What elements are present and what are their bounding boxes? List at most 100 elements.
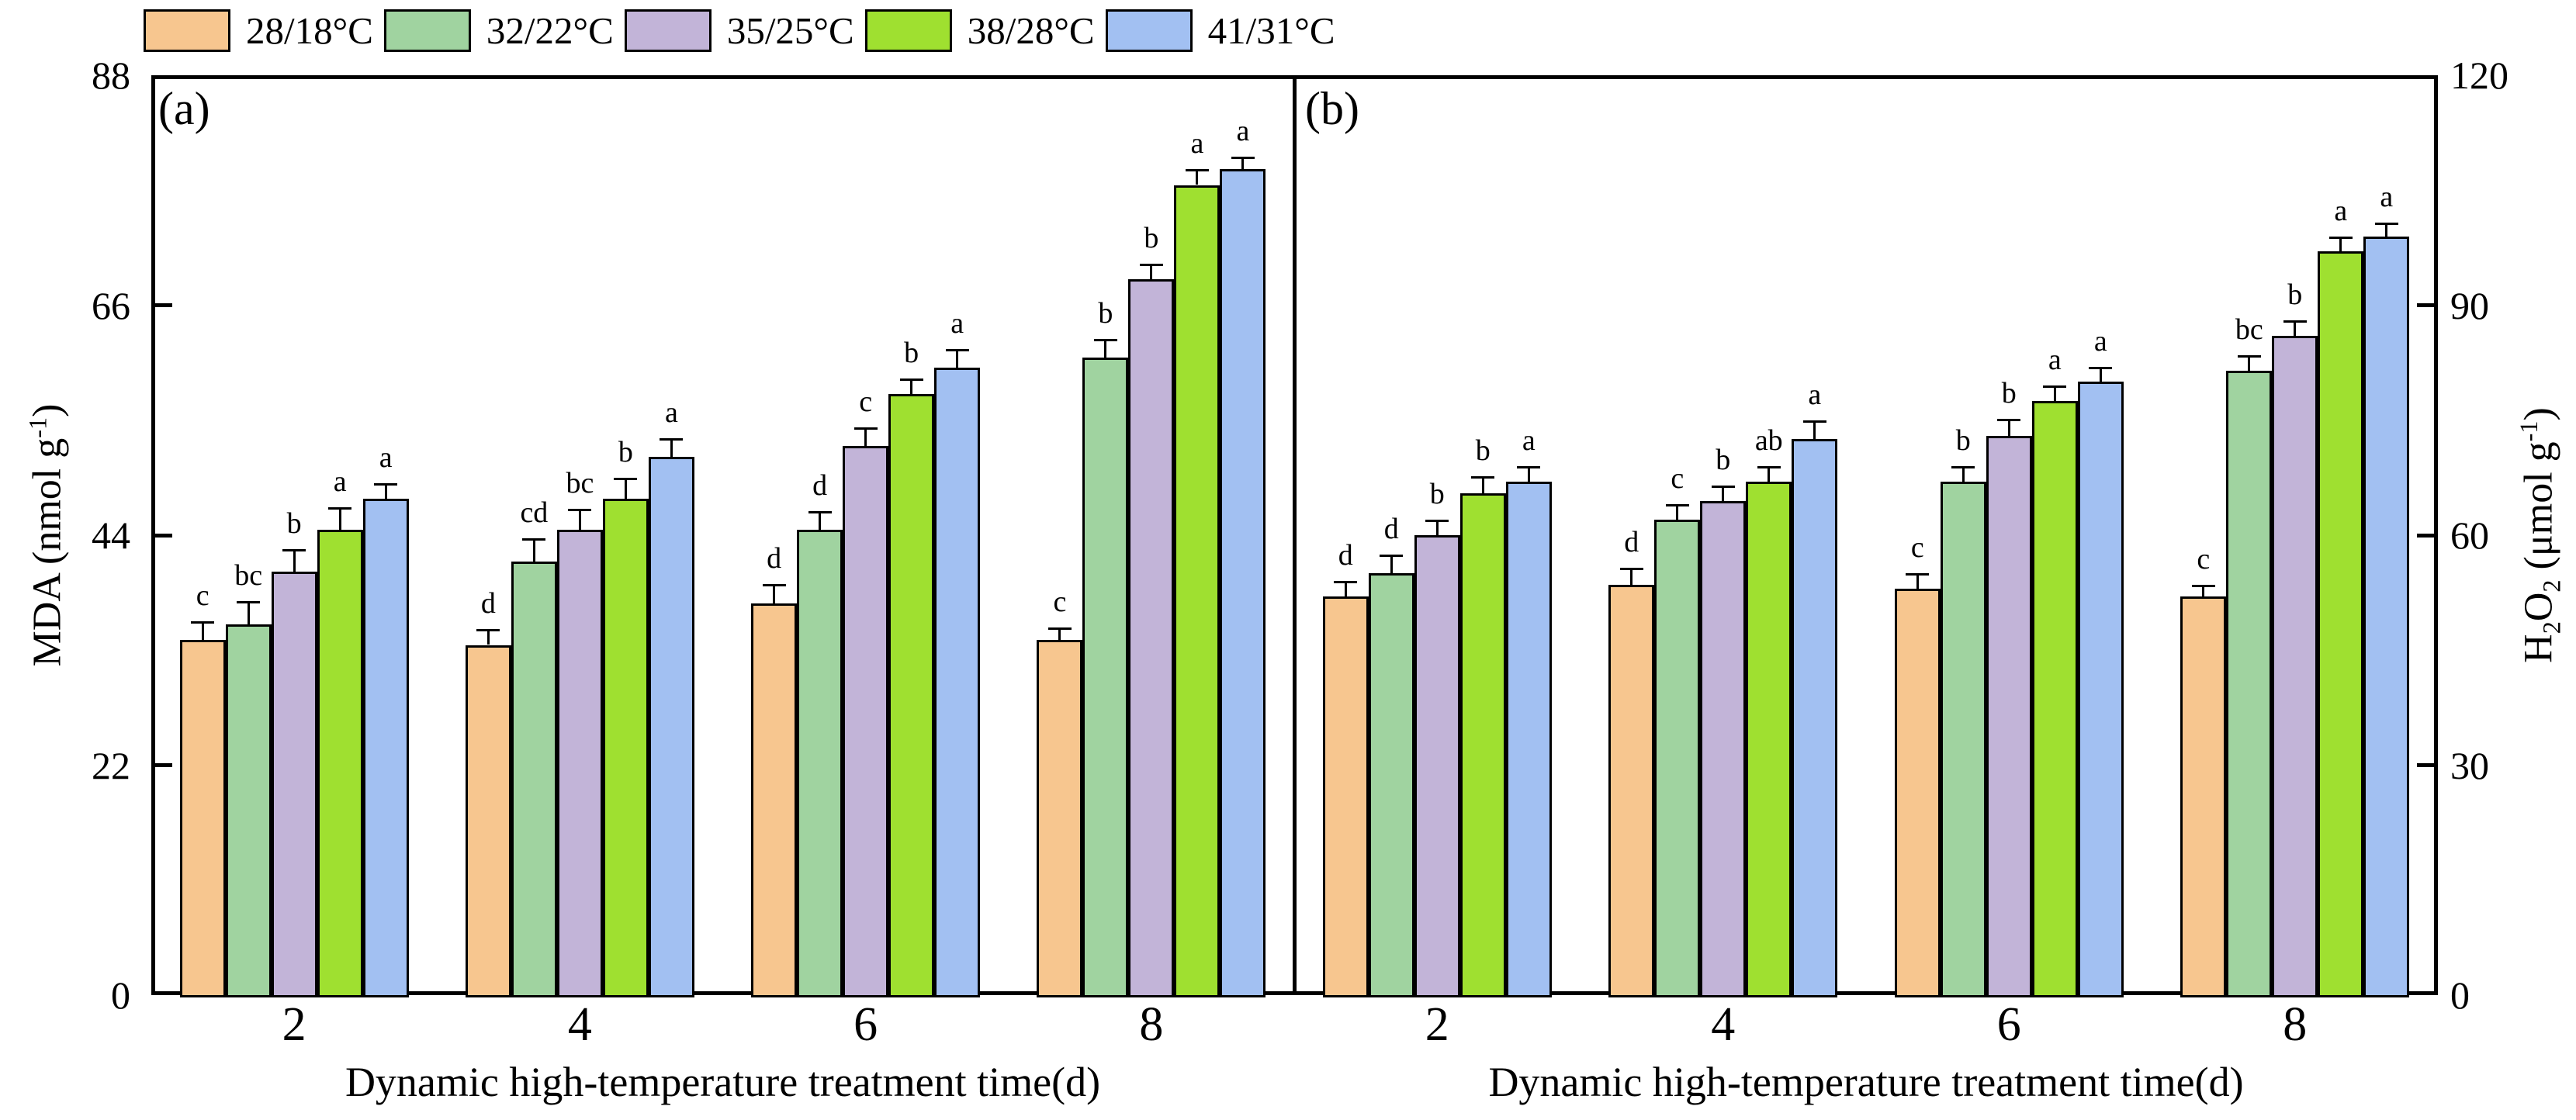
y-axis-title-h2o2-part: 2 — [2537, 579, 2566, 593]
sig-letter-b-6d-series4: a — [2093, 324, 2107, 358]
x-tick-label-b-6: 6 — [1996, 998, 2021, 1051]
error-cap-b-8d-series3 — [2328, 236, 2353, 239]
y-axis-title-h2o2-part: -1 — [2515, 420, 2543, 442]
x-axis-title-a: Dynamic high-temperature treatment time(… — [345, 1059, 1101, 1105]
error-cap-a-4d-series1 — [522, 538, 546, 541]
error-cap-a-6d-series0 — [762, 584, 786, 587]
error-bar-b-4d-series1 — [1676, 504, 1679, 520]
sig-letter-b-4d-series1: c — [1671, 462, 1684, 496]
legend-label-4: 41/31°C — [1207, 9, 1335, 52]
bar-a-8d-series3 — [1174, 185, 1220, 997]
y-tick-label-b-30: 30 — [2450, 743, 2489, 787]
error-bar-b-6d-series0 — [1916, 573, 1919, 589]
legend-label-3: 38/28°C — [967, 9, 1095, 52]
bar-b-6d-series4 — [2077, 382, 2124, 997]
error-cap-b-2d-series3 — [1471, 475, 1495, 479]
y-tick-label-b-60: 60 — [2450, 513, 2489, 557]
sig-letter-a-6d-series0: d — [767, 542, 782, 576]
error-cap-b-6d-series0 — [1906, 573, 1930, 576]
y-tick-label-a-88: 88 — [92, 54, 130, 97]
legend-item-3: 38/28°C — [864, 9, 1095, 52]
error-cap-b-4d-series1 — [1665, 504, 1689, 507]
error-cap-a-2d-series4 — [374, 482, 398, 486]
bar-a-4d-series0 — [465, 645, 511, 997]
error-bar-a-4d-series2 — [578, 509, 581, 531]
error-bar-b-2d-series0 — [1344, 581, 1347, 597]
error-cap-a-4d-series2 — [568, 509, 592, 512]
error-bar-a-4d-series1 — [532, 538, 535, 562]
error-bar-a-2d-series3 — [338, 506, 341, 531]
bar-a-6d-series1 — [797, 530, 843, 997]
panel-letter-b: (b) — [1305, 83, 1359, 134]
legend-swatch-1 — [383, 9, 471, 52]
error-bar-a-8d-series2 — [1150, 263, 1153, 279]
error-bar-a-2d-series1 — [247, 600, 250, 624]
error-bar-b-2d-series2 — [1435, 520, 1439, 535]
x-tick-label-a-2: 2 — [282, 998, 306, 1051]
legend-item-1: 32/22°C — [383, 9, 614, 52]
bar-a-8d-series4 — [1220, 169, 1266, 997]
sig-letter-a-6d-series1: d — [812, 469, 828, 502]
error-bar-b-2d-series3 — [1481, 475, 1484, 493]
bar-a-6d-series4 — [934, 368, 981, 997]
y-tick-a-66 — [155, 303, 172, 307]
error-bar-a-4d-series0 — [486, 629, 490, 645]
error-bar-a-6d-series2 — [864, 427, 867, 447]
sig-letter-b-4d-series0: d — [1624, 526, 1639, 559]
error-cap-b-8d-series2 — [2283, 320, 2307, 323]
sig-letter-a-4d-series0: d — [480, 587, 496, 620]
bar-b-6d-series1 — [1940, 481, 1986, 997]
sig-letter-b-4d-series3: ab — [1754, 424, 1783, 458]
y-axis-title-h2o2-part: (μmol g — [2516, 441, 2561, 580]
x-tick-label-b-8: 8 — [2283, 998, 2308, 1051]
x-tick-label-a-4: 4 — [567, 998, 592, 1051]
sig-letter-b-6d-series0: c — [1910, 531, 1924, 565]
y-tick-label-a-66: 66 — [92, 283, 130, 327]
sig-letter-a-6d-series2: c — [859, 385, 873, 419]
error-cap-b-4d-series0 — [1619, 568, 1643, 571]
error-cap-b-2d-series2 — [1425, 520, 1449, 523]
y-tick-b-90 — [2417, 303, 2434, 307]
sig-letter-a-2d-series0: c — [196, 579, 209, 612]
y-tick-label-b-120: 120 — [2450, 54, 2508, 97]
sig-letter-b-2d-series1: d — [1383, 512, 1399, 545]
error-bar-a-2d-series4 — [384, 482, 387, 499]
error-bar-a-6d-series4 — [956, 349, 959, 368]
error-cap-b-6d-series1 — [1951, 466, 1975, 469]
bar-b-4d-series0 — [1608, 585, 1655, 997]
error-bar-a-6d-series0 — [773, 584, 776, 603]
error-cap-a-6d-series3 — [899, 378, 923, 381]
sig-letter-a-4d-series1: cd — [520, 496, 549, 530]
sig-letter-a-2d-series2: b — [286, 506, 302, 540]
error-bar-b-8d-series1 — [2248, 354, 2251, 371]
y-tick-label-a-44: 44 — [92, 513, 130, 557]
bar-b-6d-series0 — [1894, 589, 1941, 997]
bar-b-8d-series1 — [2226, 370, 2273, 997]
bar-b-4d-series2 — [1700, 500, 1747, 997]
legend-swatch-4 — [1105, 9, 1193, 52]
sig-letter-b-2d-series4: a — [1522, 424, 1536, 458]
error-bar-b-8d-series2 — [2294, 320, 2297, 337]
sig-letter-a-8d-series1: b — [1098, 296, 1113, 330]
error-cap-b-8d-series1 — [2237, 354, 2261, 358]
error-cap-a-2d-series1 — [237, 600, 261, 603]
sig-letter-a-2d-series1: bc — [234, 558, 263, 592]
bar-a-4d-series1 — [511, 561, 557, 997]
y-tick-label-a-22: 22 — [92, 743, 130, 787]
bar-a-2d-series0 — [179, 639, 226, 997]
sig-letter-a-4d-series2: bc — [566, 467, 594, 500]
bar-a-8d-series1 — [1082, 357, 1129, 997]
sig-letter-b-8d-series0: c — [2197, 543, 2211, 576]
sig-letter-b-8d-series3: a — [2334, 194, 2348, 227]
panel-divider-line — [1293, 75, 1297, 995]
error-cap-b-4d-series2 — [1711, 485, 1735, 488]
error-bar-a-8d-series4 — [1241, 157, 1245, 170]
sig-letter-a-8d-series4: a — [1236, 115, 1250, 148]
y-axis-title-mda-part: ) — [25, 403, 70, 417]
sig-letter-b-8d-series4: a — [2380, 180, 2394, 213]
error-cap-b-2d-series4 — [1517, 466, 1541, 469]
error-cap-a-4d-series0 — [476, 629, 500, 632]
bar-b-8d-series0 — [2180, 596, 2227, 997]
bar-b-8d-series3 — [2318, 251, 2364, 997]
sig-letter-b-8d-series2: b — [2287, 278, 2303, 312]
